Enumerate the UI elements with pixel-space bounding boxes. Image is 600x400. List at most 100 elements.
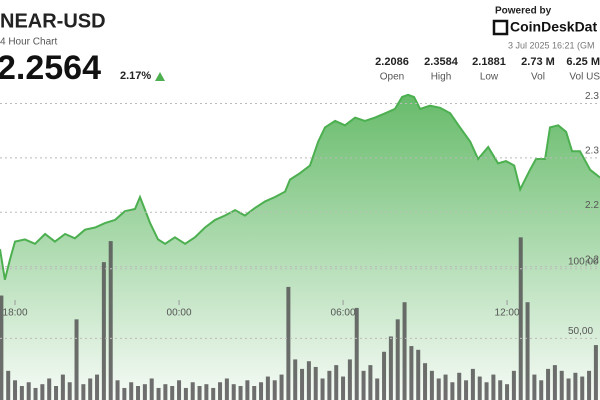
volume-bar bbox=[416, 349, 421, 400]
y-tick-label: 2.3 bbox=[585, 146, 599, 157]
volume-bar bbox=[177, 380, 182, 400]
volume-bar bbox=[429, 370, 434, 400]
volume-bar bbox=[142, 384, 147, 400]
volume-bar bbox=[33, 387, 38, 400]
volume-bar bbox=[552, 365, 557, 400]
logo bbox=[492, 19, 509, 36]
stat-value: 6.25 M bbox=[566, 56, 600, 68]
volume-bar bbox=[74, 319, 79, 400]
volume-bar bbox=[354, 307, 359, 400]
volume-bar bbox=[532, 374, 537, 400]
volume-bar bbox=[306, 361, 311, 400]
volume-bar bbox=[115, 380, 120, 400]
timestamp: 3 Jul 2025 16:21 (GM bbox=[508, 40, 595, 50]
stat-value: 2.1881 bbox=[472, 56, 506, 68]
x-tick-label: 12:00 bbox=[495, 308, 520, 319]
volume-bar bbox=[423, 363, 428, 400]
volume-bar bbox=[450, 382, 455, 400]
volume-bar bbox=[341, 376, 346, 400]
volume-bar bbox=[265, 376, 270, 400]
volume-bar bbox=[129, 382, 134, 400]
volume-bar bbox=[361, 370, 366, 400]
volume-bar bbox=[163, 384, 168, 400]
stat-label: Open bbox=[380, 72, 404, 83]
volume-bar bbox=[60, 374, 65, 400]
volume-bar bbox=[443, 374, 448, 400]
volume-bar bbox=[101, 262, 106, 400]
volume-bar bbox=[197, 386, 202, 400]
y-tick-label: 2.3 bbox=[585, 91, 599, 102]
volume-bar bbox=[6, 370, 11, 400]
volume-bar bbox=[327, 370, 332, 400]
volume-bar bbox=[539, 380, 544, 400]
price-line bbox=[0, 93, 600, 280]
volume-bar bbox=[122, 387, 127, 400]
volume-bar bbox=[395, 319, 400, 400]
volume-bar bbox=[238, 386, 243, 400]
volume-bar bbox=[402, 302, 407, 400]
change: 2.17% bbox=[120, 70, 151, 82]
volume-bar bbox=[95, 374, 100, 400]
volume-bar bbox=[204, 384, 209, 400]
stat-value: 2.3584 bbox=[424, 56, 459, 68]
volume-bar bbox=[593, 345, 598, 400]
volume-bar bbox=[573, 372, 578, 400]
volume-bar bbox=[231, 384, 236, 400]
volume-bar bbox=[26, 382, 31, 400]
stat-label: Vol US bbox=[569, 72, 600, 83]
volume-bar bbox=[491, 374, 496, 400]
volume-bar bbox=[47, 378, 52, 400]
volume-bar bbox=[382, 351, 387, 400]
volume-bar bbox=[388, 336, 393, 400]
volume-bar bbox=[464, 380, 469, 400]
volume-bar bbox=[88, 378, 93, 400]
stat-label: Low bbox=[480, 72, 499, 83]
x-tick-label: 06:00 bbox=[331, 308, 356, 319]
volume-bar bbox=[566, 378, 571, 400]
volume-bar bbox=[108, 241, 113, 400]
volume-bar bbox=[170, 386, 175, 400]
y2-tick-label: 50,00 bbox=[568, 326, 593, 337]
up-arrow bbox=[155, 72, 165, 81]
volume-bar bbox=[272, 380, 277, 400]
volume-bar bbox=[375, 378, 380, 400]
stat-value: 2.73 M bbox=[521, 56, 555, 68]
volume-bar bbox=[259, 382, 264, 400]
volume-bar bbox=[183, 387, 188, 400]
volume-bar bbox=[136, 386, 141, 400]
volume-bar bbox=[252, 386, 257, 400]
volume-bar bbox=[67, 382, 72, 400]
volume-bar bbox=[498, 380, 503, 400]
volume-bar bbox=[211, 387, 216, 400]
volume-bar bbox=[156, 387, 161, 400]
volume-bar bbox=[484, 382, 489, 400]
volume-bar bbox=[190, 382, 195, 400]
volume-bar bbox=[511, 370, 516, 400]
volume-bar bbox=[40, 384, 45, 400]
volume-bar bbox=[218, 382, 223, 400]
volume-bar bbox=[13, 380, 18, 400]
volume-bar bbox=[81, 384, 86, 400]
volume-bar bbox=[0, 295, 4, 400]
volume-bar bbox=[457, 372, 462, 400]
volume-bar bbox=[470, 368, 475, 400]
price: 2.2564 bbox=[0, 49, 101, 87]
stat-value: 2.2086 bbox=[375, 56, 409, 68]
volume-bar bbox=[313, 366, 318, 400]
x-tick-label: 00:00 bbox=[167, 308, 192, 319]
volume-bar bbox=[580, 376, 585, 400]
volume-bar bbox=[368, 365, 373, 400]
y-tick-label: 2.2 bbox=[585, 200, 599, 211]
stat-label: Vol bbox=[531, 72, 545, 83]
volume-bar bbox=[436, 378, 441, 400]
volume-bar bbox=[54, 386, 59, 400]
area-fill bbox=[0, 94, 600, 400]
powered-by: Powered by bbox=[495, 6, 552, 17]
plot-area bbox=[0, 93, 600, 400]
volume-bar bbox=[477, 376, 482, 400]
volume-bar bbox=[347, 359, 352, 400]
stat-label: High bbox=[431, 72, 452, 83]
volume-bar bbox=[587, 370, 592, 400]
